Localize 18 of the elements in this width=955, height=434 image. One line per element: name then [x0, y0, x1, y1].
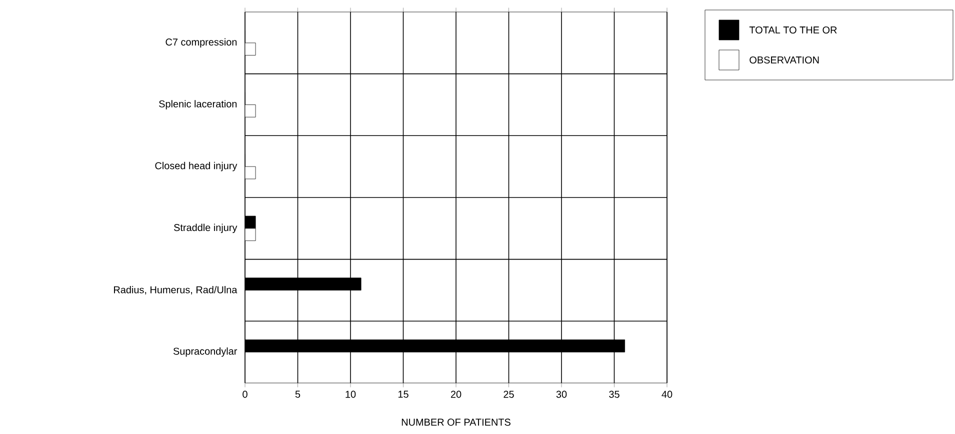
y-tick-label: Closed head injury — [155, 162, 238, 172]
x-tick-label: 40 — [662, 390, 672, 398]
x-tick-label: 20 — [450, 390, 462, 398]
legend-label: OBSERVATION — [750, 56, 819, 64]
x-tick-label: 15 — [398, 390, 408, 398]
x-tick-label: 0 — [242, 390, 248, 398]
x-tick-label: 30 — [556, 390, 567, 398]
x-tick-label: 10 — [346, 390, 356, 398]
y-tick-label: Supracondylar — [173, 347, 238, 357]
x-axis-title: NUMBER OF PATIENTS — [402, 418, 510, 426]
y-tick-label: Radius, Humerus, Rad/Ulna — [114, 286, 238, 294]
x-tick-label: 5 — [295, 390, 300, 398]
y-tick-label: C7 compression — [166, 38, 237, 48]
legend-label: TOTAL TO THE OR — [749, 26, 837, 34]
x-tick-label: 35 — [609, 390, 620, 398]
x-tick-label: 25 — [504, 390, 514, 398]
y-tick-label: Splenic laceration — [159, 100, 237, 110]
y-tick-label: Straddle injury — [174, 224, 238, 234]
